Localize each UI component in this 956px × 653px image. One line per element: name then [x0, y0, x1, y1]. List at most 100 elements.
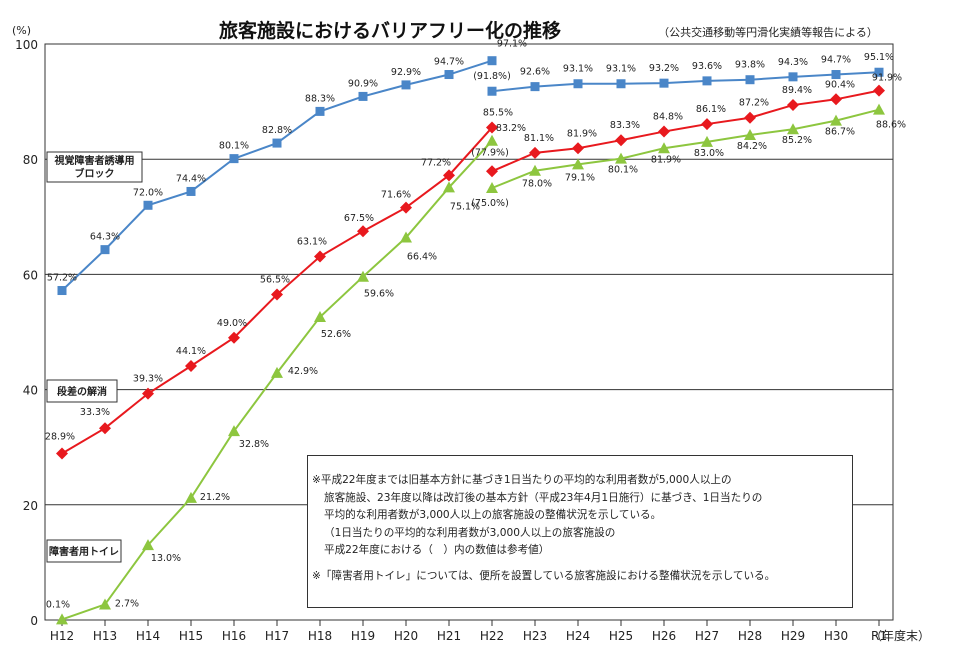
chart-source: （公共交通移動等円滑化実績等報告による） — [658, 25, 878, 39]
data-point-diamond — [99, 422, 111, 435]
data-label: 67.5% — [344, 213, 374, 224]
data-label: 94.7% — [821, 55, 851, 66]
data-label: 90.4% — [825, 79, 855, 90]
data-label: 93.8% — [735, 60, 765, 71]
data-label: 77.2% — [421, 157, 451, 168]
data-point-square — [57, 286, 67, 296]
data-point-triangle — [185, 491, 197, 503]
data-label: 84.8% — [653, 112, 683, 123]
data-point-diamond — [486, 121, 498, 134]
data-label: 92.9% — [391, 67, 421, 78]
data-label: (75.0%) — [471, 198, 509, 209]
data-label: 97.1% — [497, 39, 527, 50]
data-point-triangle — [787, 123, 799, 135]
data-point-diamond — [572, 142, 584, 155]
data-label: 52.6% — [321, 329, 351, 340]
data-label: 82.8% — [262, 125, 292, 136]
plot-area — [44, 43, 894, 621]
data-label: 83.2% — [496, 123, 526, 134]
data-point-triangle — [658, 142, 670, 154]
data-point-square — [358, 91, 368, 101]
data-point-square — [401, 80, 411, 90]
y-axis-unit: (%) — [12, 24, 31, 37]
data-point-triangle — [873, 103, 885, 115]
data-label: 81.9% — [651, 154, 681, 165]
data-point-diamond — [787, 99, 799, 112]
data-label: 74.4% — [176, 173, 206, 184]
data-label: 64.3% — [90, 232, 120, 243]
data-point-triangle — [271, 366, 283, 378]
data-point-triangle — [486, 182, 498, 193]
data-point-triangle — [615, 152, 627, 164]
data-label: 44.1% — [176, 346, 206, 357]
note-line-2: 旅客施設、23年度以降は改訂後の基本方針（平成23年4月1日施行）に基づき、1日… — [324, 491, 763, 504]
data-point-diamond — [873, 84, 885, 97]
data-label: 33.3% — [80, 407, 110, 418]
data-label: 84.2% — [737, 141, 767, 152]
note-line-5: 平成22年度における（ ）内の数値は参考値） — [324, 544, 550, 557]
data-point-square — [444, 70, 454, 80]
data-label: 66.4% — [407, 252, 437, 263]
data-point-diamond — [142, 387, 154, 400]
x-tick-label: H16 — [222, 629, 246, 643]
data-point-diamond — [615, 134, 627, 147]
data-point-square — [186, 186, 196, 196]
x-tick-label: H28 — [738, 629, 762, 643]
data-label: 39.3% — [133, 374, 163, 385]
data-label: 81.1% — [524, 133, 554, 144]
series-line — [491, 71, 880, 93]
data-label: 28.9% — [45, 432, 75, 443]
data-label: 79.1% — [565, 172, 595, 183]
series-lines — [56, 56, 885, 625]
data-label: 32.8% — [239, 439, 269, 450]
data-point-square — [143, 200, 153, 210]
data-label: 93.1% — [606, 64, 636, 75]
x-tick-label: H12 — [50, 629, 74, 643]
data-label: 80.1% — [219, 141, 249, 152]
x-tick-label: H25 — [609, 629, 633, 643]
series-label-text: ブロック — [75, 167, 115, 180]
data-label: 85.2% — [782, 135, 812, 146]
x-tick-label: H27 — [695, 629, 719, 643]
x-tick-label: H30 — [824, 629, 848, 643]
y-tick-label: 80 — [23, 153, 38, 167]
data-point-square — [530, 82, 540, 92]
data-point-square — [616, 79, 626, 89]
data-label: 87.2% — [739, 98, 769, 109]
data-point-triangle — [142, 539, 154, 551]
x-tick-label: H13 — [93, 629, 117, 643]
data-label: (77.9%) — [471, 147, 509, 158]
data-point-square — [745, 75, 755, 85]
data-point-triangle — [400, 231, 412, 243]
data-point-triangle — [701, 135, 713, 147]
data-label: 42.9% — [288, 366, 318, 377]
data-label: 95.1% — [864, 52, 894, 63]
chart-title: 旅客施設におけるバリアフリー化の推移 — [219, 19, 561, 42]
data-point-triangle — [99, 598, 111, 610]
data-label: 94.7% — [434, 57, 464, 68]
series-label-text: 障害者用トイレ — [49, 545, 119, 558]
data-label: 0.1% — [46, 599, 70, 610]
data-label: 90.9% — [348, 78, 378, 89]
data-label: 81.9% — [567, 128, 597, 139]
data-label: 89.4% — [782, 85, 812, 96]
x-tick-label: H14 — [136, 629, 160, 643]
data-point-triangle — [314, 311, 326, 323]
series-label-box — [46, 151, 143, 183]
note-line-3: 平均的な利用者数が3,000人以上の旅客施設の整備状況を示している。 — [324, 509, 662, 522]
x-tick-label: H26 — [652, 629, 676, 643]
data-label: 92.6% — [520, 67, 550, 78]
data-point-diamond — [271, 288, 283, 301]
note-line-1: ※平成22年度までは旧基本方針に基づき1日当たりの平均的な利用者数が5,000人… — [312, 474, 732, 486]
data-label: 57.2% — [47, 273, 77, 284]
data-label: 86.1% — [696, 104, 726, 115]
data-label: 71.6% — [381, 190, 411, 201]
series-label-text: 段差の解消 — [57, 385, 107, 398]
data-label: 80.1% — [608, 165, 638, 176]
x-tick-label: H18 — [308, 629, 332, 643]
series-label-box — [46, 379, 118, 403]
data-point-diamond — [830, 93, 842, 106]
x-axis-unit: （年度末） — [870, 628, 930, 643]
